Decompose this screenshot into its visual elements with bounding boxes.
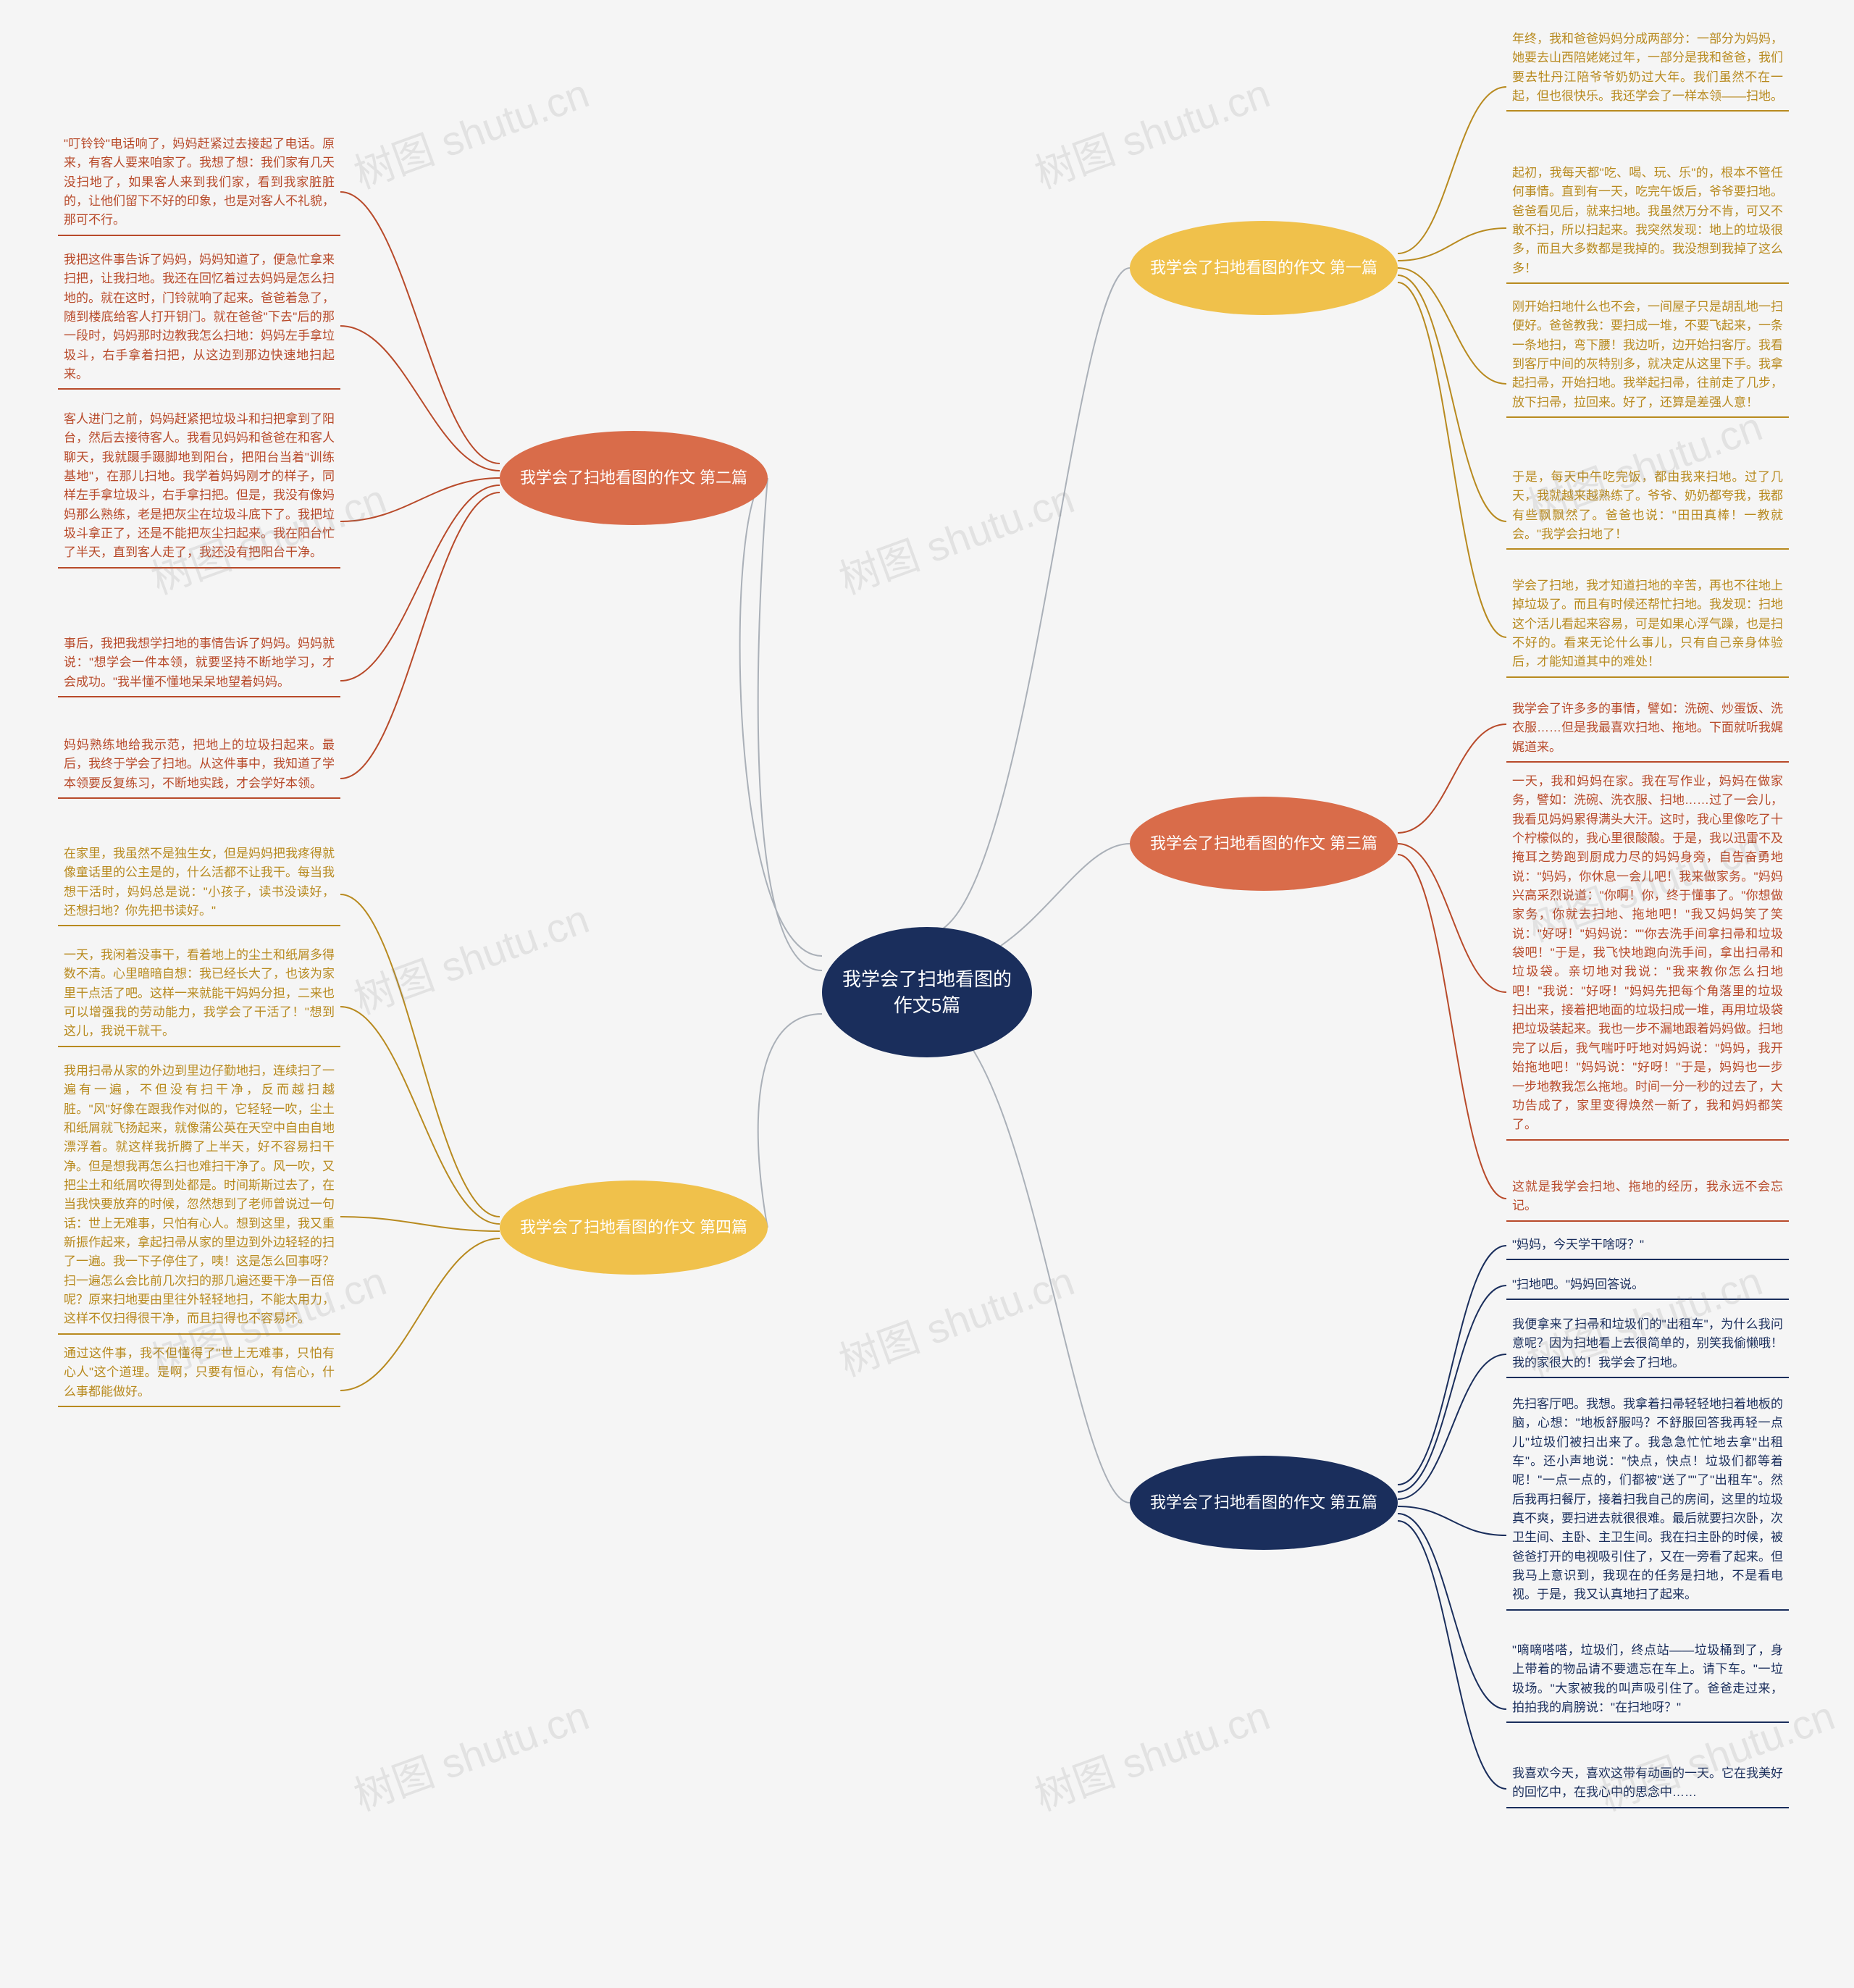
- leaf-text: 事后，我把我想学扫地的事情告诉了妈妈。妈妈就说："想学会一件本领，就要坚持不断地…: [58, 630, 340, 697]
- leaf-text: "嘀嘀嗒嗒，垃圾们，终点站——垃圾桶到了，身上带着的物品请不要遗忘在车上。请下车…: [1506, 1637, 1789, 1723]
- branch-essay-4: 我学会了扫地看图的作文 第四篇: [500, 1180, 768, 1275]
- leaf-text: 通过这件事，我不但懂得了"世上无难事，只怕有心人"这个道理。是啊，只要有恒心，有…: [58, 1340, 340, 1407]
- leaf-text: 于是，每天中午吃完饭，都由我来扫地。过了几天，我就越来越熟练了。爷爷、奶奶都夸我…: [1506, 464, 1789, 550]
- leaf-text: 客人进门之前，妈妈赶紧把垃圾斗和扫把拿到了阳台，然后去接待客人。我看见妈妈和爸爸…: [58, 406, 340, 569]
- branch-essay-5: 我学会了扫地看图的作文 第五篇: [1130, 1456, 1398, 1550]
- center-node: 我学会了扫地看图的作文5篇: [822, 927, 1032, 1057]
- branch-essay-2: 我学会了扫地看图的作文 第二篇: [500, 431, 768, 525]
- leaf-text: 刚开始扫地什么也不会，一间屋子只是胡乱地一扫便好。爸爸教我：要扫成一堆，不要飞起…: [1506, 293, 1789, 418]
- leaf-text: 我喜欢今天，喜欢这带有动画的一天。它在我美好的回忆中，在我心中的思念中……: [1506, 1760, 1789, 1808]
- leaf-text: 先扫客厅吧。我想。我拿着扫帚轻轻地扫着地板的脑，心想："地板舒服吗？不舒服回答我…: [1506, 1391, 1789, 1611]
- leaf-text: 一天，我和妈妈在家。我在写作业，妈妈在做家务，譬如：洗碗、洗衣服、扫地……过了一…: [1506, 768, 1789, 1141]
- leaf-text: 学会了扫地，我才知道扫地的辛苦，再也不往地上掉垃圾了。而且有时候还帮忙扫地。我发…: [1506, 572, 1789, 678]
- leaf-text: 这就是我学会扫地、拖地的经历，我永远不会忘记。: [1506, 1173, 1789, 1222]
- leaf-text: 妈妈熟练地给我示范，把地上的垃圾扫起来。最后，我终于学会了扫地。从这件事中，我知…: [58, 731, 340, 799]
- leaf-text: 在家里，我虽然不是独生女，但是妈妈把我疼得就像童话里的公主是的，什么活都不让我干…: [58, 840, 340, 926]
- branch-essay-3: 我学会了扫地看图的作文 第三篇: [1130, 797, 1398, 891]
- leaf-text: 一天，我闲着没事干，看着地上的尘土和纸屑多得数不清。心里暗暗自想：我已经长大了，…: [58, 941, 340, 1047]
- leaf-text: 我把这件事告诉了妈妈，妈妈知道了，便急忙拿来扫把，让我扫地。我还在回忆着过去妈妈…: [58, 246, 340, 390]
- leaf-text: 我学会了许多多的事情，譬如：洗碗、炒蛋饭、洗衣服……但是我最喜欢扫地、拖地。下面…: [1506, 695, 1789, 763]
- leaf-text: "叮铃铃"电话响了，妈妈赶紧过去接起了电话。原来，有客人要来咱家了。我想了想：我…: [58, 130, 340, 236]
- leaf-text: "扫地吧。"妈妈回答说。: [1506, 1271, 1789, 1300]
- leaf-text: 我便拿来了扫帚和垃圾们的"出租车"，为什么我问意呢？因为扫地看上去很简单的，别笑…: [1506, 1311, 1789, 1378]
- leaf-text: "妈妈，今天学干啥呀？": [1506, 1231, 1789, 1260]
- leaf-text: 起初，我每天都"吃、喝、玩、乐"的，根本不管任何事情。直到有一天，吃完午饭后，爷…: [1506, 159, 1789, 284]
- branch-essay-1: 我学会了扫地看图的作文 第一篇: [1130, 221, 1398, 315]
- leaf-text: 年终，我和爸爸妈妈分成两部分：一部分为妈妈，她要去山西陪姥姥过年，一部分是我和爸…: [1506, 25, 1789, 112]
- leaf-text: 我用扫帚从家的外边到里边仔勤地扫，连续扫了一遍有一遍，不但没有扫干净，反而越扫越…: [58, 1057, 340, 1335]
